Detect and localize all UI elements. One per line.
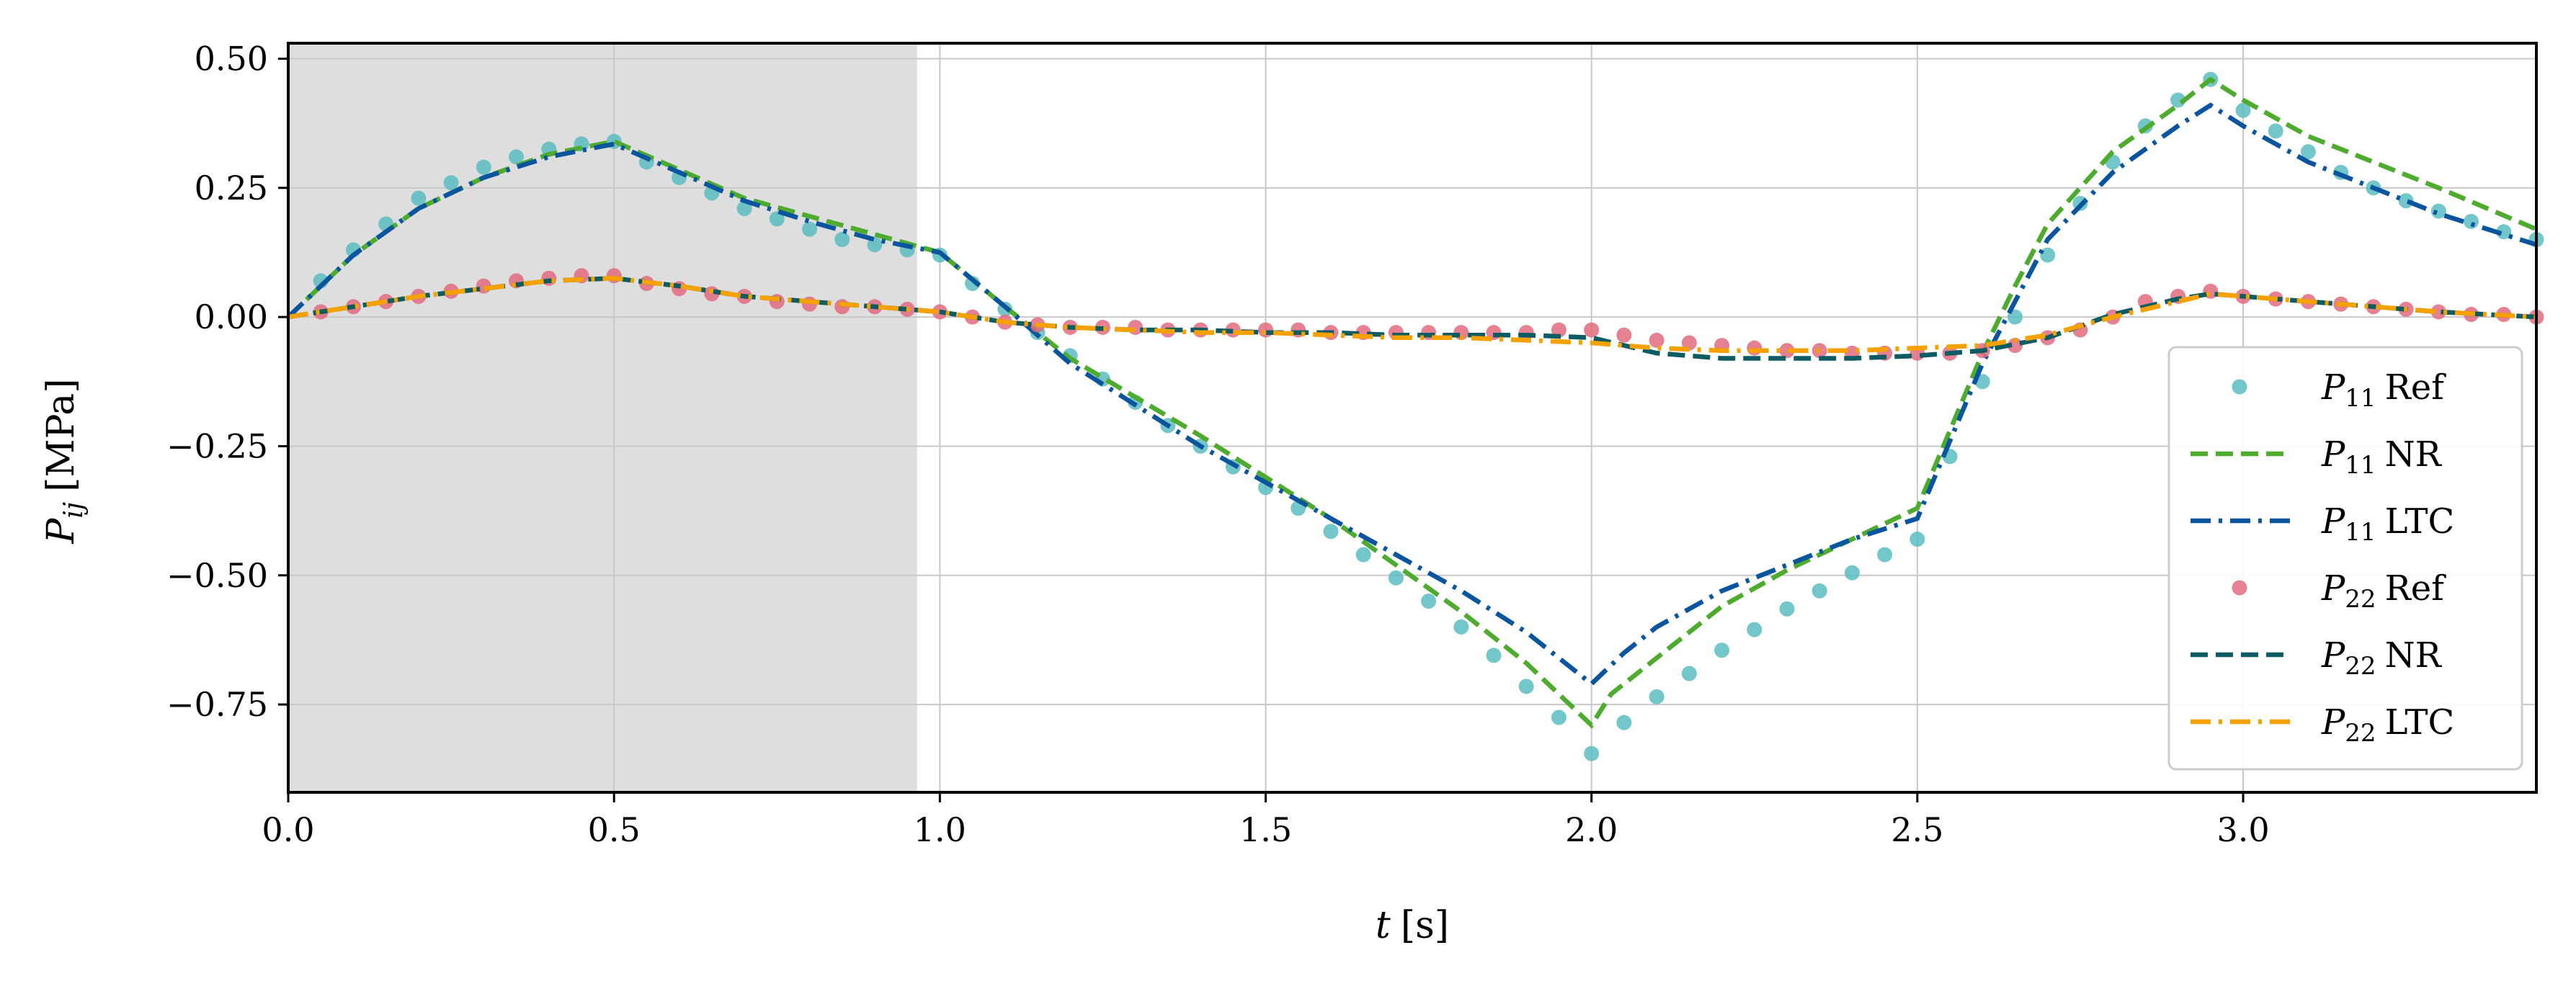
data-point <box>2300 144 2316 160</box>
series-line <box>286 76 2538 729</box>
data-point <box>1584 746 1600 761</box>
data-point <box>1355 547 1371 563</box>
x-tick-label: 0.0 <box>262 810 314 849</box>
data-point <box>1909 532 1925 547</box>
data-point <box>1747 340 1762 356</box>
data-point <box>1747 622 1762 637</box>
data-point <box>2235 102 2251 118</box>
y-axis-label-sub: ij <box>59 502 89 519</box>
series-p22_ltc <box>288 276 2537 354</box>
legend-item-p22_nr: P22 NR <box>2191 635 2443 681</box>
x-tick-label: 0.5 <box>588 810 641 849</box>
data-point <box>2464 213 2479 229</box>
x-tick-label: 2.0 <box>1565 810 1618 849</box>
legend: P11 Ref P11 NR P11 LTC P22 Ref P22 NR P22 LTC <box>2167 346 2523 771</box>
y-tick-label: 0.00 <box>195 297 268 336</box>
series-p22_nr <box>288 276 2537 361</box>
y-axis: 0.50 0.25 0.00 −0.25 −0.50 −0.75 <box>166 40 288 724</box>
data-point <box>476 159 491 175</box>
data-point <box>411 190 427 206</box>
series-p11_nr <box>286 76 2538 729</box>
data-point <box>1681 666 1697 681</box>
data-point <box>1844 565 1860 581</box>
data-point <box>965 276 981 292</box>
data-point <box>1551 322 1566 338</box>
x-axis-label-var: t <box>1376 904 1391 947</box>
data-point <box>1518 679 1534 694</box>
data-point <box>834 232 850 248</box>
x-tick-label: 1.5 <box>1239 810 1292 849</box>
legend-item-p11_ltc: P11 LTC <box>2191 501 2454 547</box>
data-point <box>1584 322 1600 338</box>
data-point <box>769 211 785 227</box>
data-point <box>1649 332 1664 348</box>
y-tick-label: −0.25 <box>166 426 268 465</box>
data-point <box>801 221 817 237</box>
legend-label: P11 LTC <box>2321 501 2454 547</box>
y-axis-label-var: P <box>40 518 83 545</box>
series-line <box>288 276 2537 361</box>
data-point <box>1421 594 1437 609</box>
y-tick-label: −0.75 <box>166 685 268 724</box>
series-line <box>288 276 2537 354</box>
data-point <box>1779 343 1795 359</box>
data-point <box>1649 689 1664 704</box>
legend-item-p22_ltc: P22 LTC <box>2191 702 2454 748</box>
legend-item-p22_ref: P22 Ref <box>2232 568 2446 614</box>
legend-label: P22 Ref <box>2321 568 2446 614</box>
data-point <box>2007 338 2023 354</box>
data-point <box>1128 319 1144 335</box>
y-axis-label-unit: [MPa] <box>40 378 83 491</box>
data-point <box>1877 547 1893 563</box>
legend-label: P22 LTC <box>2321 702 2454 748</box>
shaded-region <box>288 43 917 792</box>
data-point <box>1811 583 1827 599</box>
data-point <box>2430 304 2446 320</box>
legend-marker <box>2232 379 2247 395</box>
data-point <box>1681 335 1697 351</box>
data-point <box>1453 619 1469 635</box>
y-tick-label: 0.50 <box>195 40 268 79</box>
data-point <box>1258 322 1274 338</box>
legend-label: P11 NR <box>2321 434 2443 480</box>
y-axis-label: Pij [MPa] <box>40 378 89 544</box>
plot-frame <box>287 42 2538 794</box>
x-tick-label: 2.5 <box>1891 810 1943 849</box>
data-point <box>1714 642 1730 658</box>
legend-marker <box>2232 580 2247 596</box>
data-point <box>2040 247 2056 263</box>
x-axis-label: t [s] <box>1376 904 1449 947</box>
data-point <box>1486 648 1502 663</box>
data-point <box>2430 203 2446 219</box>
legend-label: P11 Ref <box>2321 367 2446 413</box>
x-axis-label-unit: [s] <box>1401 904 1449 947</box>
data-point <box>443 175 459 191</box>
data-point <box>1616 715 1632 730</box>
data-point <box>736 201 752 217</box>
legend-item-p11_ref: P11 Ref <box>2232 367 2446 413</box>
data-point <box>1388 570 1404 586</box>
data-point <box>1323 524 1339 539</box>
plot-area <box>286 42 2544 794</box>
legend-item-p11_nr: P11 NR <box>2191 434 2443 480</box>
legend-label: P22 NR <box>2321 635 2443 681</box>
y-tick-label: −0.50 <box>166 556 268 595</box>
y-tick-label: 0.25 <box>195 169 268 207</box>
data-point <box>1616 327 1632 343</box>
data-point <box>1551 709 1566 725</box>
x-tick-label: 1.0 <box>914 810 966 849</box>
data-point <box>2268 123 2283 139</box>
x-tick-label: 3.0 <box>2216 810 2269 849</box>
x-axis: 0.0 0.5 1.0 1.5 2.0 2.5 3.0 <box>262 792 2270 849</box>
data-point <box>1779 601 1795 617</box>
data-point <box>509 149 525 165</box>
